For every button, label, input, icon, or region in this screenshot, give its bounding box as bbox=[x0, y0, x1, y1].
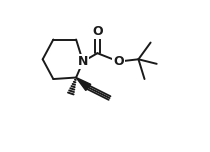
Text: O: O bbox=[113, 55, 124, 68]
Text: N: N bbox=[78, 55, 88, 68]
Text: O: O bbox=[92, 25, 103, 38]
Polygon shape bbox=[76, 78, 91, 90]
